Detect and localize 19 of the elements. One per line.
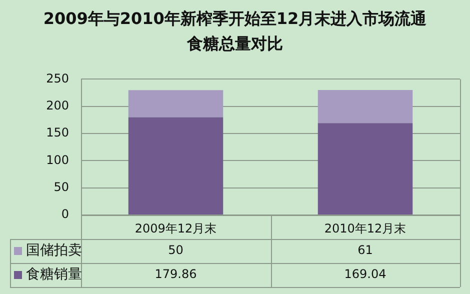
legend-label: 国储拍卖 (26, 242, 82, 259)
chart-title: 2009年与2010年新榨季开始至12月末进入市场流通食糖总量对比 (42, 8, 428, 55)
y-tick-label: 200 (46, 98, 69, 112)
x-tick-label: 2010年12月末 (324, 221, 406, 236)
y-tick-label: 50 (54, 180, 69, 194)
legend-label: 食糖销量 (26, 266, 82, 283)
bar (128, 117, 224, 214)
x-tick-label: 2009年12月末 (134, 221, 217, 236)
y-tick-label: 0 (61, 207, 69, 222)
y-tick-label: 250 (46, 71, 69, 86)
bar (318, 123, 413, 214)
y-tick-label: 100 (46, 152, 69, 167)
bar (128, 90, 224, 118)
data-label: 169.04 (344, 267, 386, 282)
bar (318, 90, 413, 124)
data-label: 179.86 (154, 267, 197, 282)
data-label: 50 (168, 243, 184, 258)
data-label: 61 (358, 243, 373, 258)
y-tick-label: 150 (46, 126, 69, 140)
